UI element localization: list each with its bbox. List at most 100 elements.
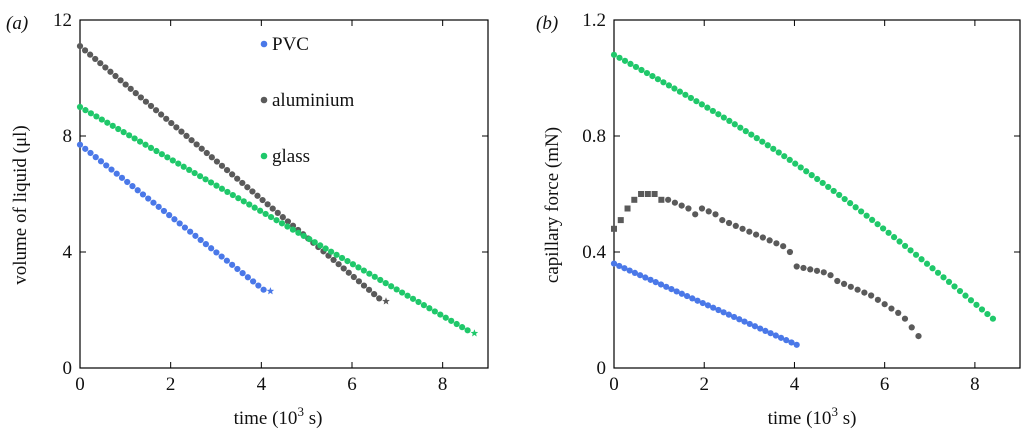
data-point [127,85,134,92]
data-point [637,272,644,279]
data-point [371,291,378,298]
data-point [118,174,126,181]
panel-b-ylabel: capillary force (mN) [542,127,563,283]
x-tick-label: 0 [75,374,85,395]
data-point [678,290,685,297]
data-point [98,116,105,123]
panel-b-marks [610,51,997,348]
data-point [115,125,122,133]
data-point [869,216,876,224]
data-point [366,270,373,277]
data-point [213,182,220,189]
data-point [113,170,120,177]
panel-b-label: (b) [536,13,558,34]
panel-a-label: (a) [6,13,28,34]
data-point [874,296,882,303]
data-point [108,166,115,173]
data-point [267,213,275,221]
data-point [868,292,875,299]
data-point [223,257,230,264]
plot-frame [613,19,1021,369]
legend-marker [260,40,268,48]
panel-a: (a) volume of liquid (μl) time (103 s) 0… [6,10,489,429]
data-point [197,236,204,244]
data-point [764,142,771,149]
data-point [978,306,986,313]
data-point [685,205,692,212]
data-point [198,145,205,152]
data-point [759,234,766,241]
data-point [627,60,634,68]
data-point [152,107,160,114]
data-point [257,207,264,214]
data-point [967,297,975,304]
data-point [730,313,738,321]
data-point [218,185,226,192]
data-point [874,221,881,228]
data-point [82,107,89,114]
data-point [260,286,267,293]
data-point [673,288,680,295]
data-point [317,242,324,249]
data-point [183,132,190,140]
data-point [726,117,733,125]
data-point [840,280,848,287]
data-point [142,141,149,148]
data-point [229,261,236,268]
data-point [890,234,898,241]
data-point [813,267,821,274]
y-tick-label: 0.4 [582,242,606,263]
data-point [420,302,428,309]
data-point [704,104,711,111]
data-point [136,138,144,145]
data-point [879,225,887,232]
data-point [459,324,466,331]
data-point [169,157,176,164]
data-point [92,154,99,161]
data-point [788,339,795,346]
data-point [235,195,242,202]
data-point [820,269,827,276]
data-point [783,337,790,344]
data-point [621,57,629,64]
data-point [178,128,185,135]
data-point [698,101,705,108]
data-point [683,292,691,300]
data-point [76,103,84,111]
data-point [786,248,794,256]
data-point [153,147,160,155]
data-point [107,68,114,75]
data-point [901,315,909,322]
data-point [918,256,925,263]
legend-marker [260,96,268,104]
data-point [112,72,119,80]
y-tick-label: 1.2 [582,10,606,31]
data-point [203,149,210,157]
data-point [746,228,753,235]
data-point [166,212,173,219]
panel-a-axes: 0 2 4 6 8 0 4 8 12 [53,10,489,395]
data-point [244,274,251,281]
data-point [687,94,694,102]
data-point [109,122,116,129]
data-point [762,327,769,334]
data-point [973,301,980,308]
data-point [377,276,384,284]
data-point [757,325,764,332]
data-point [881,301,888,308]
data-point [117,77,124,84]
data-point [193,141,200,148]
data-point [649,73,656,80]
panel-b: (b) capillary force (mN) time (103 s) 0 2… [536,10,1021,429]
data-point [279,214,286,221]
data-point [800,264,807,272]
data-point [249,188,256,195]
data-point [388,283,395,290]
data-point [192,232,199,239]
data-point [246,201,253,208]
x-tick-label: 0 [609,374,619,395]
data-point [160,207,168,215]
data-point [945,278,953,286]
data-point [322,245,329,252]
data-point [676,88,684,95]
